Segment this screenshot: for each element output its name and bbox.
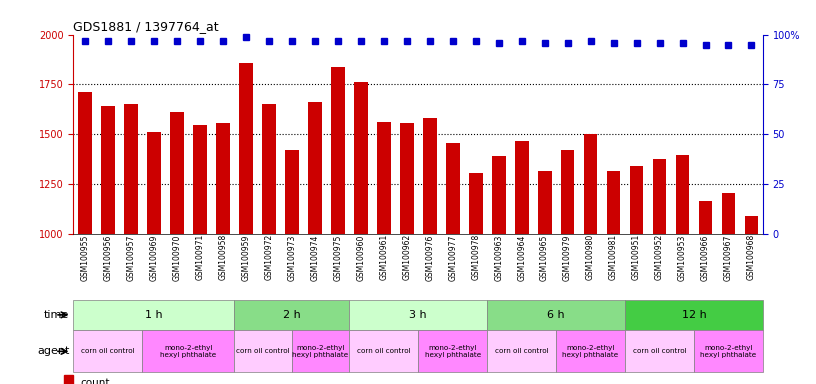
Bar xyxy=(556,330,625,372)
Bar xyxy=(418,330,487,372)
Text: GSM100951: GSM100951 xyxy=(632,234,641,280)
Bar xyxy=(446,143,459,234)
Bar xyxy=(239,63,253,234)
Text: GSM100959: GSM100959 xyxy=(242,234,251,281)
Text: GSM100962: GSM100962 xyxy=(402,234,411,280)
Text: 3 h: 3 h xyxy=(410,310,427,320)
Bar xyxy=(630,166,644,234)
Bar xyxy=(625,300,763,330)
Text: GSM100958: GSM100958 xyxy=(219,234,228,280)
Text: GSM100968: GSM100968 xyxy=(747,234,756,280)
Bar xyxy=(73,330,142,372)
Bar xyxy=(73,300,234,330)
Bar xyxy=(487,300,625,330)
Bar xyxy=(468,173,482,234)
Bar xyxy=(721,193,735,234)
Text: agent: agent xyxy=(37,346,69,356)
Text: GSM100976: GSM100976 xyxy=(425,234,434,281)
Bar xyxy=(625,330,694,372)
Text: 1 h: 1 h xyxy=(145,310,162,320)
Bar xyxy=(147,132,161,234)
Bar xyxy=(377,122,391,234)
Bar xyxy=(170,113,184,234)
Text: mono-2-ethyl
hexyl phthalate: mono-2-ethyl hexyl phthalate xyxy=(160,345,216,358)
Bar xyxy=(285,151,299,234)
Bar xyxy=(330,66,344,234)
Text: corn oil control: corn oil control xyxy=(357,348,410,354)
Text: GSM100964: GSM100964 xyxy=(517,234,526,281)
Text: GSM100974: GSM100974 xyxy=(310,234,319,281)
Bar xyxy=(193,126,206,234)
Bar xyxy=(676,156,690,234)
Bar xyxy=(583,134,597,234)
Bar xyxy=(308,103,322,234)
Text: mono-2-ethyl
hexyl phthalate: mono-2-ethyl hexyl phthalate xyxy=(292,345,348,358)
Text: time: time xyxy=(44,310,69,320)
Bar xyxy=(234,330,292,372)
Bar xyxy=(423,118,437,234)
Text: GSM100967: GSM100967 xyxy=(724,234,733,281)
Bar xyxy=(653,159,667,234)
Text: GSM100978: GSM100978 xyxy=(471,234,480,280)
Bar xyxy=(354,83,368,234)
Text: count: count xyxy=(80,377,109,384)
Text: GSM100955: GSM100955 xyxy=(81,234,90,281)
Bar xyxy=(142,330,234,372)
Text: corn oil control: corn oil control xyxy=(237,348,290,354)
Text: GSM100970: GSM100970 xyxy=(172,234,181,281)
Bar xyxy=(694,330,763,372)
Text: GDS1881 / 1397764_at: GDS1881 / 1397764_at xyxy=(73,20,219,33)
Text: GSM100980: GSM100980 xyxy=(586,234,595,280)
Text: GSM100969: GSM100969 xyxy=(149,234,158,281)
Text: mono-2-ethyl
hexyl phthalate: mono-2-ethyl hexyl phthalate xyxy=(700,345,756,358)
Text: 2 h: 2 h xyxy=(283,310,300,320)
Text: GSM100972: GSM100972 xyxy=(264,234,273,280)
Bar xyxy=(124,104,138,234)
Bar xyxy=(561,151,574,234)
Bar xyxy=(262,104,276,234)
Text: corn oil control: corn oil control xyxy=(81,348,135,354)
Text: GSM100957: GSM100957 xyxy=(126,234,135,281)
Text: mono-2-ethyl
hexyl phthalate: mono-2-ethyl hexyl phthalate xyxy=(562,345,619,358)
Text: GSM100953: GSM100953 xyxy=(678,234,687,281)
Text: 6 h: 6 h xyxy=(548,310,565,320)
Text: GSM100963: GSM100963 xyxy=(494,234,503,281)
Text: corn oil control: corn oil control xyxy=(632,348,686,354)
Bar xyxy=(538,171,552,234)
Bar xyxy=(349,300,487,330)
Text: GSM100971: GSM100971 xyxy=(195,234,204,280)
Text: mono-2-ethyl
hexyl phthalate: mono-2-ethyl hexyl phthalate xyxy=(424,345,481,358)
Bar xyxy=(78,93,92,234)
Bar xyxy=(234,300,349,330)
Text: GSM100973: GSM100973 xyxy=(287,234,296,281)
Bar xyxy=(515,141,529,234)
Text: GSM100977: GSM100977 xyxy=(448,234,457,281)
Text: GSM100965: GSM100965 xyxy=(540,234,549,281)
Bar xyxy=(101,106,115,234)
Bar xyxy=(216,123,230,234)
Text: GSM100981: GSM100981 xyxy=(609,234,618,280)
Bar xyxy=(292,330,349,372)
Bar xyxy=(487,330,557,372)
Bar xyxy=(400,123,414,234)
Bar xyxy=(698,201,712,234)
Bar xyxy=(64,374,73,384)
Text: GSM100961: GSM100961 xyxy=(379,234,388,280)
Text: GSM100979: GSM100979 xyxy=(563,234,572,281)
Bar xyxy=(744,216,758,234)
Text: GSM100960: GSM100960 xyxy=(357,234,366,281)
Bar xyxy=(349,330,418,372)
Text: GSM100975: GSM100975 xyxy=(333,234,342,281)
Text: GSM100952: GSM100952 xyxy=(655,234,664,280)
Text: corn oil control: corn oil control xyxy=(494,348,548,354)
Bar xyxy=(606,171,620,234)
Text: 12 h: 12 h xyxy=(681,310,707,320)
Text: GSM100966: GSM100966 xyxy=(701,234,710,281)
Bar xyxy=(492,156,506,234)
Text: GSM100956: GSM100956 xyxy=(104,234,113,281)
